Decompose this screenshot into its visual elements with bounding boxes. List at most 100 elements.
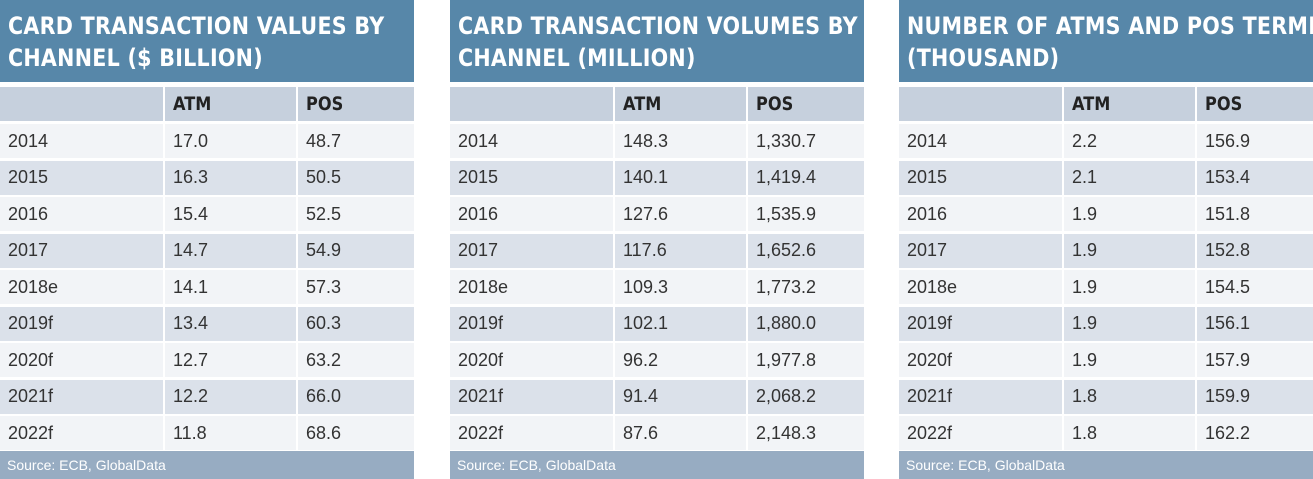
atm-value-cell: 1.9: [1064, 197, 1197, 231]
year-cell: 2019f: [0, 306, 165, 341]
pos-value-cell: 156.1: [1205, 313, 1251, 333]
column-header: POS: [748, 87, 864, 121]
atm-value-cell: 148.3: [615, 124, 748, 158]
column-header: [899, 87, 1064, 121]
pos-value-cell: 50.5: [306, 167, 342, 187]
table-row: 2018e 1.9 154.5: [899, 270, 1313, 304]
table-row: 2015 16.3 50.5: [0, 160, 414, 195]
atm-value-cell: 117.6: [615, 233, 748, 268]
table-row: 2020f 96.2 1,977.8: [450, 343, 864, 377]
atm-value-cell: 15.4: [165, 197, 298, 231]
table-title-line: CARD TRANSACTION VALUES BY: [8, 12, 385, 40]
pos-value-cell: 1,419.4: [756, 167, 817, 187]
table-title: NUMBER OF ATMS AND POS TERMINALS (THOUSAN…: [899, 0, 1313, 82]
pos-value-cell: 54.9: [306, 240, 342, 260]
table-header-row: ATM POS: [450, 87, 864, 121]
column-header: POS: [1197, 87, 1313, 121]
table-header-row: ATM POS: [0, 87, 414, 121]
pos-value-cell: 162.2: [1205, 422, 1251, 443]
pos-value-cell: 57.3: [306, 276, 342, 297]
year-cell: 2020f: [899, 343, 1064, 377]
atm-value-cell: 87.6: [615, 416, 748, 450]
year-cell: 2014: [450, 124, 615, 158]
column-header: POS: [298, 87, 414, 121]
table-row: 2017 1.9 152.8: [899, 233, 1313, 268]
atm-value-cell: 14.1: [165, 270, 298, 304]
table-row: 2019f 13.4 60.3: [0, 306, 414, 341]
year-cell: 2016: [0, 197, 165, 231]
atm-value-cell: 12.7: [165, 343, 298, 377]
atm-value-cell: 109.3: [615, 270, 748, 304]
pos-value-cell: 2,148.3: [756, 422, 817, 443]
table-title-line: (THOUSAND): [907, 44, 1060, 72]
atm-value-cell: 12.2: [165, 379, 298, 414]
column-header-label: POS: [306, 93, 344, 115]
pos-value-cell: 60.3: [306, 313, 342, 333]
column-header: ATM: [615, 87, 748, 121]
year-cell: 2022f: [450, 416, 615, 450]
column-header-label: POS: [1205, 93, 1243, 115]
pos-value-cell: 151.8: [1205, 203, 1251, 224]
pos-value-cell: 1,330.7: [756, 130, 817, 151]
pos-value-cell: 154.5: [1205, 276, 1251, 297]
pos-value-cell: 68.6: [306, 422, 342, 443]
column-header-label: ATM: [623, 93, 662, 115]
atm-value-cell: 17.0: [165, 124, 298, 158]
year-cell: 2017: [0, 233, 165, 268]
table-row: 2016 1.9 151.8: [899, 197, 1313, 231]
table-row: 2015 140.1 1,419.4: [450, 160, 864, 195]
year-cell: 2017: [450, 233, 615, 268]
year-cell: 2016: [899, 197, 1064, 231]
atm-value-cell: 1.8: [1064, 416, 1197, 450]
atm-value-cell: 1.8: [1064, 379, 1197, 414]
pos-value-cell: 66.0: [306, 386, 342, 406]
pos-value-cell: 1,535.9: [756, 203, 817, 224]
table-panel-volumes: CARD TRANSACTION VOLUMES BY CHANNEL (MILL…: [450, 0, 864, 479]
table-row: 2022f 1.8 162.2: [899, 416, 1313, 450]
table-title: CARD TRANSACTION VOLUMES BY CHANNEL (MILL…: [450, 0, 864, 82]
table-row: 2020f 12.7 63.2: [0, 343, 414, 377]
source-note: Source: ECB, GlobalData: [899, 451, 1313, 479]
table-row: 2017 117.6 1,652.6: [450, 233, 864, 268]
atm-value-cell: 13.4: [165, 306, 298, 341]
table-title-line: NUMBER OF ATMS AND POS TERMINALS: [907, 12, 1313, 40]
table-row: 2016 127.6 1,535.9: [450, 197, 864, 231]
pos-value-cell: 1,773.2: [756, 276, 817, 297]
table-row: 2015 2.1 153.4: [899, 160, 1313, 195]
year-cell: 2018e: [899, 270, 1064, 304]
table-row: 2022f 11.8 68.6: [0, 416, 414, 450]
pos-value-cell: 63.2: [306, 349, 342, 370]
table-row: 2021f 12.2 66.0: [0, 379, 414, 414]
atm-value-cell: 14.7: [165, 233, 298, 268]
table-row: 2019f 102.1 1,880.0: [450, 306, 864, 341]
column-header-label: POS: [756, 93, 794, 115]
atm-value-cell: 127.6: [615, 197, 748, 231]
year-cell: 2015: [450, 160, 615, 195]
pos-value-cell: 152.8: [1205, 240, 1251, 260]
year-cell: 2020f: [0, 343, 165, 377]
pos-value-cell: 2,068.2: [756, 386, 817, 406]
year-cell: 2016: [450, 197, 615, 231]
atm-value-cell: 2.2: [1064, 124, 1197, 158]
year-cell: 2018e: [450, 270, 615, 304]
table-title-line: CARD TRANSACTION VOLUMES BY: [458, 12, 858, 40]
pos-value-cell: 48.7: [306, 130, 342, 151]
table-row: 2019f 1.9 156.1: [899, 306, 1313, 341]
atm-value-cell: 91.4: [615, 379, 748, 414]
year-cell: 2014: [899, 124, 1064, 158]
table-row: 2018e 14.1 57.3: [0, 270, 414, 304]
column-header: ATM: [165, 87, 298, 121]
year-cell: 2022f: [899, 416, 1064, 450]
year-cell: 2019f: [450, 306, 615, 341]
year-cell: 2015: [899, 160, 1064, 195]
table-row: 2021f 91.4 2,068.2: [450, 379, 864, 414]
table-row: 2016 15.4 52.5: [0, 197, 414, 231]
year-cell: 2021f: [899, 379, 1064, 414]
column-header-label: ATM: [173, 93, 212, 115]
source-note: Source: ECB, GlobalData: [0, 451, 414, 479]
column-header: [0, 87, 165, 121]
table-row: 2018e 109.3 1,773.2: [450, 270, 864, 304]
atm-value-cell: 1.9: [1064, 233, 1197, 268]
year-cell: 2022f: [0, 416, 165, 450]
table-panel-terminals: NUMBER OF ATMS AND POS TERMINALS (THOUSAN…: [899, 0, 1313, 479]
